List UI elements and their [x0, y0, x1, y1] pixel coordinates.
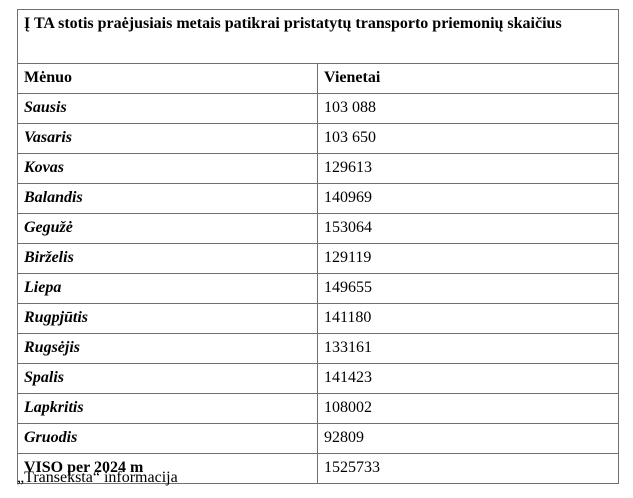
- month-cell: Lapkritis: [17, 393, 318, 424]
- table-row: Vasaris 103 650: [17, 123, 620, 154]
- month-cell: Liepa: [17, 273, 318, 304]
- table-row: Balandis 140969: [17, 183, 620, 214]
- table-row: Gegužė 153064: [17, 213, 620, 244]
- month-cell: Balandis: [17, 183, 318, 214]
- month-cell: Birželis: [17, 243, 318, 274]
- table-row: Liepa 149655: [17, 273, 620, 304]
- source-note: „Transeksta“ informacija: [17, 469, 178, 486]
- column-header-units: Vienetai: [316, 63, 620, 94]
- table-row: Kovas 129613: [17, 153, 620, 184]
- table-row: Rugsėjis 133161: [17, 333, 620, 364]
- month-cell: Kovas: [17, 153, 318, 184]
- units-cell: 129119: [316, 243, 620, 274]
- vehicles-inspection-table: Į TA stotis praėjusiais metais patikrai …: [16, 9, 620, 484]
- table-row: Gruodis 92809: [17, 423, 620, 454]
- month-cell: Rugsėjis: [17, 333, 318, 364]
- table-row: Spalis 141423: [17, 363, 620, 394]
- total-value: 1525733: [316, 453, 620, 484]
- units-cell: 103 088: [316, 93, 620, 124]
- units-cell: 141180: [316, 303, 620, 334]
- total-label: VISO per 2024 m: [17, 453, 318, 484]
- units-cell: 108002: [316, 393, 620, 424]
- table-header-row: Mėnuo Vienetai: [17, 63, 620, 94]
- month-cell: Spalis: [17, 363, 318, 394]
- units-cell: 129613: [316, 153, 620, 184]
- month-cell: Gruodis: [17, 423, 318, 454]
- units-cell: 149655: [316, 273, 620, 304]
- table-title: Į TA stotis praėjusiais metais patikrai …: [16, 9, 620, 64]
- units-cell: 140969: [316, 183, 620, 214]
- units-cell: 133161: [316, 333, 620, 364]
- month-cell: Sausis: [17, 93, 318, 124]
- units-cell: 103 650: [316, 123, 620, 154]
- column-header-month: Mėnuo: [17, 63, 318, 94]
- table-row: Lapkritis 108002: [17, 393, 620, 424]
- units-cell: 153064: [316, 213, 620, 244]
- table-row: Rugpjūtis 141180: [17, 303, 620, 334]
- units-cell: 92809: [316, 423, 620, 454]
- month-cell: Rugpjūtis: [17, 303, 318, 334]
- table-row: Sausis 103 088: [17, 93, 620, 124]
- month-cell: Gegužė: [17, 213, 318, 244]
- month-cell: Vasaris: [17, 123, 318, 154]
- units-cell: 141423: [316, 363, 620, 394]
- table-body: Sausis 103 088 Vasaris 103 650 Kovas 129613 Ba…: [17, 93, 620, 454]
- table-title-row: Į TA stotis praėjusiais metais patikrai …: [16, 9, 620, 64]
- table-row: Birželis 129119: [17, 243, 620, 274]
- table-total-row: VISO per 2024 m 1525733: [17, 453, 620, 484]
